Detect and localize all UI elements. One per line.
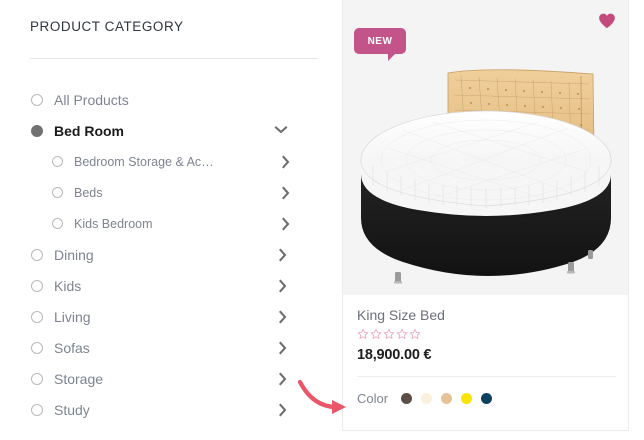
sidebar-item-sofas[interactable]: Sofas xyxy=(0,332,330,363)
radio-icon[interactable] xyxy=(31,93,43,106)
chevron-right-icon[interactable] xyxy=(278,310,288,324)
sidebar-item-kids-bedroom[interactable]: Kids Bedroom xyxy=(0,208,330,239)
star-icon xyxy=(383,328,395,339)
sidebar-item-bedroom-storage[interactable]: Bedroom Storage & Ac… xyxy=(0,146,330,177)
sidebar-item-label: Dining xyxy=(54,246,94,263)
heart-icon[interactable] xyxy=(597,11,617,31)
sidebar-item-bed-room[interactable]: Bed Room xyxy=(0,115,330,146)
chevron-right-icon[interactable] xyxy=(278,403,288,417)
chevron-right-icon[interactable] xyxy=(281,217,291,231)
sidebar-item-label: All Products xyxy=(54,91,129,108)
sidebar-item-kids[interactable]: Kids xyxy=(0,270,330,301)
star-icon xyxy=(357,328,369,339)
radio-icon[interactable] xyxy=(31,279,43,292)
details-divider xyxy=(357,376,616,377)
star-icon xyxy=(396,328,408,339)
chevron-right-icon[interactable] xyxy=(278,279,288,293)
radio-icon[interactable] xyxy=(52,218,63,229)
radio-icon[interactable] xyxy=(31,248,43,261)
radio-icon[interactable] xyxy=(52,156,63,167)
radio-icon[interactable] xyxy=(31,124,43,137)
product-card[interactable]: NEW King Size Bed 18,900.00 € Color xyxy=(342,0,629,431)
sidebar-item-label: Sofas xyxy=(54,339,90,356)
color-swatch-list xyxy=(401,393,493,404)
sidebar-item-study[interactable]: Study xyxy=(0,394,330,425)
color-swatch-ivory[interactable] xyxy=(421,393,433,404)
sidebar-item-all-products[interactable]: All Products xyxy=(0,84,330,115)
chevron-right-icon[interactable] xyxy=(278,341,288,355)
status-badge-rating[interactable] xyxy=(357,328,614,340)
category-list: All Products Bed Room Bedroom Storage & … xyxy=(0,84,330,425)
product-title: King Size Bed xyxy=(357,307,445,323)
status-badge-new: NEW xyxy=(354,28,406,61)
star-icon xyxy=(370,328,382,339)
color-option-row: Color xyxy=(357,391,614,406)
chevron-right-icon[interactable] xyxy=(281,155,291,169)
sidebar-item-living[interactable]: Living xyxy=(0,301,330,332)
radio-icon[interactable] xyxy=(31,372,43,385)
radio-icon[interactable] xyxy=(31,310,43,323)
sidebar-item-label: Bedroom Storage & Ac… xyxy=(74,154,214,169)
radio-icon[interactable] xyxy=(31,403,43,416)
sidebar-item-label: Kids xyxy=(54,277,82,294)
sidebar-item-dining[interactable]: Dining xyxy=(0,239,330,270)
sidebar-item-storage[interactable]: Storage xyxy=(0,363,330,394)
product-image xyxy=(343,0,628,295)
color-swatch-navy[interactable] xyxy=(481,393,493,404)
color-swatch-dark-brown[interactable] xyxy=(401,393,413,404)
page-title: PRODUCT CATEGORY xyxy=(30,19,184,34)
chevron-down-icon[interactable] xyxy=(274,125,288,135)
sidebar-divider xyxy=(30,58,318,59)
sidebar-item-label: Living xyxy=(54,308,91,325)
sidebar-item-label: Storage xyxy=(54,370,104,387)
product-category-sidebar: PRODUCT CATEGORY All Products Bed Room B… xyxy=(0,19,330,425)
chevron-right-icon[interactable] xyxy=(278,248,288,262)
color-label: Color xyxy=(357,391,389,406)
product-price: 18,900.00 € xyxy=(357,347,432,363)
chevron-right-icon[interactable] xyxy=(278,372,288,386)
radio-icon[interactable] xyxy=(52,187,63,198)
sidebar-item-label: Bed Room xyxy=(54,122,124,139)
radio-icon[interactable] xyxy=(31,341,43,354)
chevron-right-icon[interactable] xyxy=(281,186,291,200)
product-details: King Size Bed 18,900.00 € Color xyxy=(343,295,628,406)
product-image-area[interactable]: NEW xyxy=(343,0,628,295)
sidebar-item-label: Study xyxy=(54,401,90,418)
color-swatch-tan[interactable] xyxy=(441,393,453,404)
sidebar-item-label: Kids Bedroom xyxy=(74,216,153,231)
sidebar-item-beds[interactable]: Beds xyxy=(0,177,330,208)
color-swatch-yellow[interactable] xyxy=(461,393,473,404)
sidebar-item-label: Beds xyxy=(74,185,103,200)
star-icon xyxy=(409,328,421,339)
